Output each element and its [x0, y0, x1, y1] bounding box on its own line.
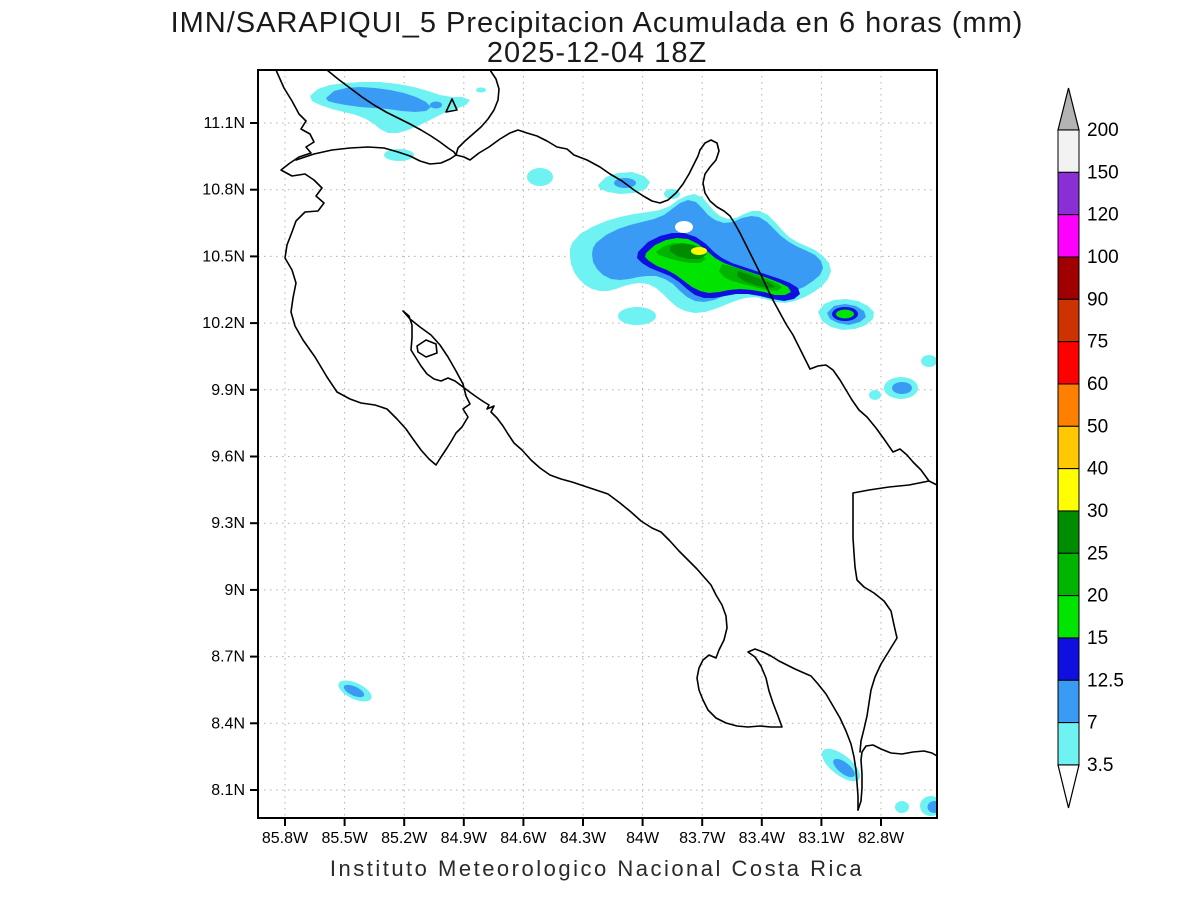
colorbar-below-min-arrow	[1058, 765, 1079, 808]
lake-nicaragua-east-shore	[456, 70, 499, 155]
lon-tick-label: 84.9W	[441, 830, 488, 847]
colorbar-level-label: 100	[1087, 247, 1119, 268]
lon-tick-label: 85.5W	[321, 830, 368, 847]
lat-tick-label: 9.9N	[211, 382, 245, 399]
colorbar-level-label: 15	[1087, 628, 1108, 649]
lat-tick-label: 9.3N	[211, 515, 245, 532]
lat-tick-label: 10.8N	[202, 182, 245, 199]
colorbar-level-label: 200	[1087, 120, 1119, 141]
precip-contour	[869, 390, 881, 400]
lon-tick-label: 85.2W	[381, 830, 428, 847]
gridlines	[258, 70, 937, 818]
colorbar-segment	[1058, 215, 1079, 257]
colorbar-level-label: 120	[1087, 205, 1119, 226]
colorbar-level-label: 7	[1087, 713, 1098, 734]
precip-contour	[476, 88, 486, 93]
colorbar-level-label: 40	[1087, 459, 1108, 480]
footer-institution: Instituto Meteorologico Nacional Costa R…	[330, 856, 864, 881]
lon-tick-label: 83.4W	[739, 830, 786, 847]
colorbar-segment	[1058, 342, 1079, 384]
colorbar-level-label: 75	[1087, 332, 1108, 353]
panama-border	[853, 481, 929, 752]
precip-contour	[895, 801, 909, 813]
colorbar-segment	[1058, 130, 1079, 172]
map-datetime: 2025-12-04 18Z	[487, 37, 707, 69]
colorbar-segment	[1058, 426, 1079, 468]
colorbar-segment	[1058, 469, 1079, 511]
colorbar: 200 150 120 100 90 75 60 50 40 30 25 20 15 12.5 7 3.5	[1058, 88, 1124, 808]
colorbar-above-max-arrow	[1058, 88, 1079, 130]
precip-contour	[527, 168, 553, 186]
colorbar-segment	[1058, 511, 1079, 553]
lat-tick-label: 9.6N	[211, 449, 245, 466]
colorbar-segment	[1058, 172, 1079, 214]
precip-contour	[618, 307, 656, 325]
colorbar-segment	[1058, 596, 1079, 638]
colorbar-level-label: 25	[1087, 543, 1108, 564]
precip-hole	[675, 221, 693, 233]
colorbar-level-label: 60	[1087, 374, 1108, 395]
precip-contour	[836, 310, 854, 319]
colorbar-level-label: 20	[1087, 586, 1108, 607]
lat-tick-label: 8.7N	[211, 649, 245, 666]
colorbar-level-label: 50	[1087, 416, 1108, 437]
colorbar-segment	[1058, 680, 1079, 722]
colorbar-segment	[1058, 723, 1079, 765]
precipitation-map-page: IMN/SARAPIQUI_5 Precipitacion Acumulada …	[0, 0, 1200, 900]
precip-contour	[921, 355, 937, 367]
lon-tick-label: 84.3W	[560, 830, 607, 847]
colorbar-segment	[1058, 553, 1079, 595]
lon-tick-label: 84.6W	[500, 830, 547, 847]
colorbar-segment	[1058, 257, 1079, 299]
lat-tick-label: 10.2N	[202, 315, 245, 332]
colorbar-segment	[1058, 299, 1079, 341]
colorbar-level-label: 12.5	[1087, 670, 1124, 691]
lat-tick-label: 11.1N	[203, 115, 245, 132]
colorbar-segment	[1058, 638, 1079, 680]
lon-tick-label: 82.8W	[858, 830, 905, 847]
colorbar-level-label: 30	[1087, 501, 1108, 522]
plot-frame	[258, 70, 937, 818]
colorbar-level-label: 90	[1087, 289, 1108, 310]
precipitation-map: IMN/SARAPIQUI_5 Precipitacion Acumulada …	[0, 0, 1200, 900]
colorbar-level-label: 3.5	[1087, 755, 1113, 776]
precipitation-shading	[310, 82, 942, 816]
lon-tick-label: 85.8W	[262, 830, 309, 847]
map-title: IMN/SARAPIQUI_5 Precipitacion Acumulada …	[171, 7, 1024, 39]
lon-tick-label: 83.1W	[798, 830, 845, 847]
lat-tick-label: 8.1N	[211, 782, 245, 799]
lon-tick-label: 83.7W	[679, 830, 726, 847]
precip-contour	[430, 102, 442, 109]
chira-island	[417, 340, 437, 357]
lon-tick-label: 84W	[626, 830, 660, 847]
lat-tick-label: 9N	[225, 582, 245, 599]
lat-tick-label: 10.5N	[202, 248, 245, 265]
colorbar-level-label: 150	[1087, 162, 1119, 183]
precip-contour	[928, 801, 942, 813]
nicaragua-border	[296, 130, 700, 203]
lat-tick-label: 8.4N	[211, 715, 245, 732]
axis-ticks: 85.8W 85.5W 85.2W 84.9W 84.6W 84.3W 84W 83.7W 83…	[202, 115, 905, 847]
precip-contour	[892, 382, 912, 394]
precip-contour-max	[691, 247, 707, 255]
colorbar-segment	[1058, 384, 1079, 426]
